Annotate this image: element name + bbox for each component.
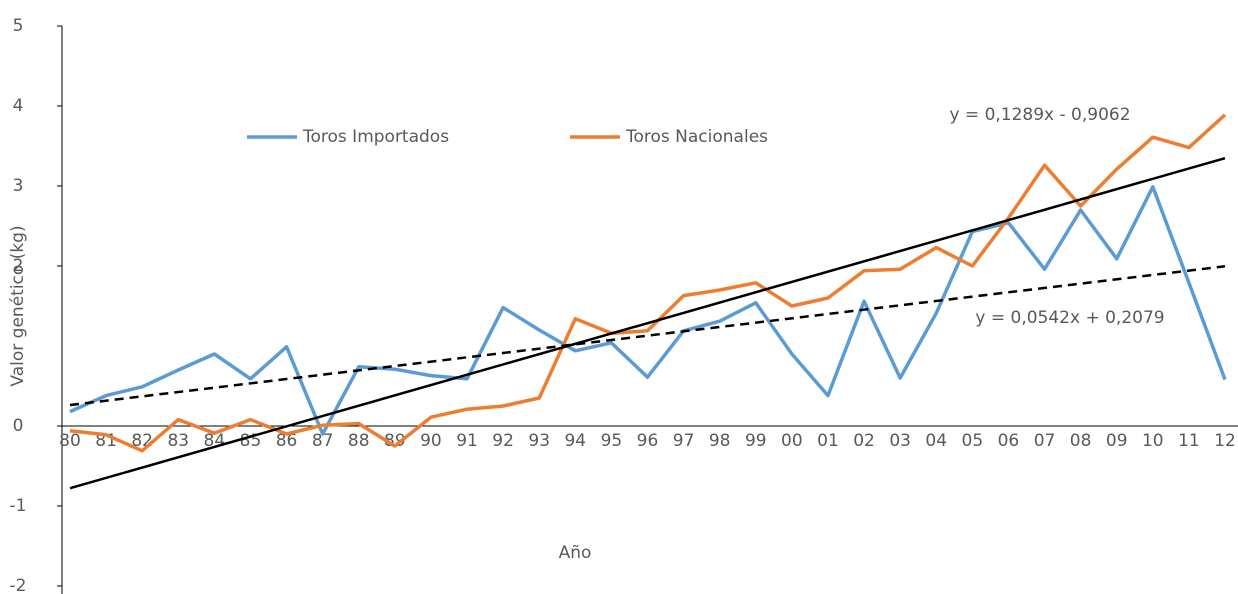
x-tick-label: 09 — [1106, 431, 1128, 451]
x-tick-label: 87 — [312, 431, 334, 451]
y-tick-label: -1 — [10, 496, 27, 516]
x-tick-label: 02 — [853, 431, 875, 451]
x-tick-label: 07 — [1034, 431, 1056, 451]
x-tick-label: 03 — [889, 431, 911, 451]
y-tick-label: -2 — [10, 576, 27, 594]
x-tick-label: 98 — [709, 431, 731, 451]
series-line — [69, 185, 1227, 436]
x-tick-label: 97 — [673, 431, 695, 451]
x-tick-label: 96 — [637, 431, 659, 451]
trendline-label: y = 0,1289x - 0,9062 — [949, 105, 1130, 125]
x-tick-label: 11 — [1178, 431, 1200, 451]
x-tick-label: 83 — [167, 431, 189, 451]
trendline-label: y = 0,0542x + 0,2079 — [975, 308, 1164, 328]
y-tick-label: 0 — [13, 416, 24, 436]
x-tick-label: 05 — [962, 431, 984, 451]
x-tick-label: 93 — [528, 431, 550, 451]
x-tick-label: 04 — [925, 431, 947, 451]
x-tick-label: 01 — [817, 431, 839, 451]
x-tick-label: 00 — [781, 431, 803, 451]
trendline — [69, 156, 1226, 490]
series-line — [69, 113, 1227, 453]
trendline — [69, 265, 1226, 407]
x-tick-label: 08 — [1070, 431, 1092, 451]
y-tick-label: 2 — [13, 256, 24, 276]
legend: Toros Importados Toros Nacionales — [247, 127, 768, 147]
x-tick-label: 90 — [420, 431, 442, 451]
x-tick-label: 10 — [1142, 431, 1164, 451]
y-tick-label: 3 — [13, 176, 24, 196]
x-tick-label: 95 — [601, 431, 623, 451]
x-tick-label: 94 — [564, 431, 586, 451]
x-tick-label: 86 — [276, 431, 298, 451]
x-tick-label: 06 — [998, 431, 1020, 451]
x-axis-label: Año — [559, 543, 592, 563]
legend-label: Toros Importados — [302, 127, 449, 147]
legend-label: Toros Nacionales — [625, 127, 768, 147]
y-tick-label: 4 — [13, 96, 24, 116]
x-tick-label: 99 — [745, 431, 767, 451]
x-tick-label: 88 — [348, 431, 370, 451]
x-tick-label: 91 — [456, 431, 478, 451]
x-tick-label: 92 — [492, 431, 514, 451]
x-tick-label: 89 — [384, 431, 406, 451]
x-tick-label: 12 — [1214, 431, 1236, 451]
x-tick-label: 80 — [59, 431, 81, 451]
y-axis-label: Valor genético (kg) — [8, 225, 28, 386]
y-tick-label: 5 — [13, 16, 24, 36]
